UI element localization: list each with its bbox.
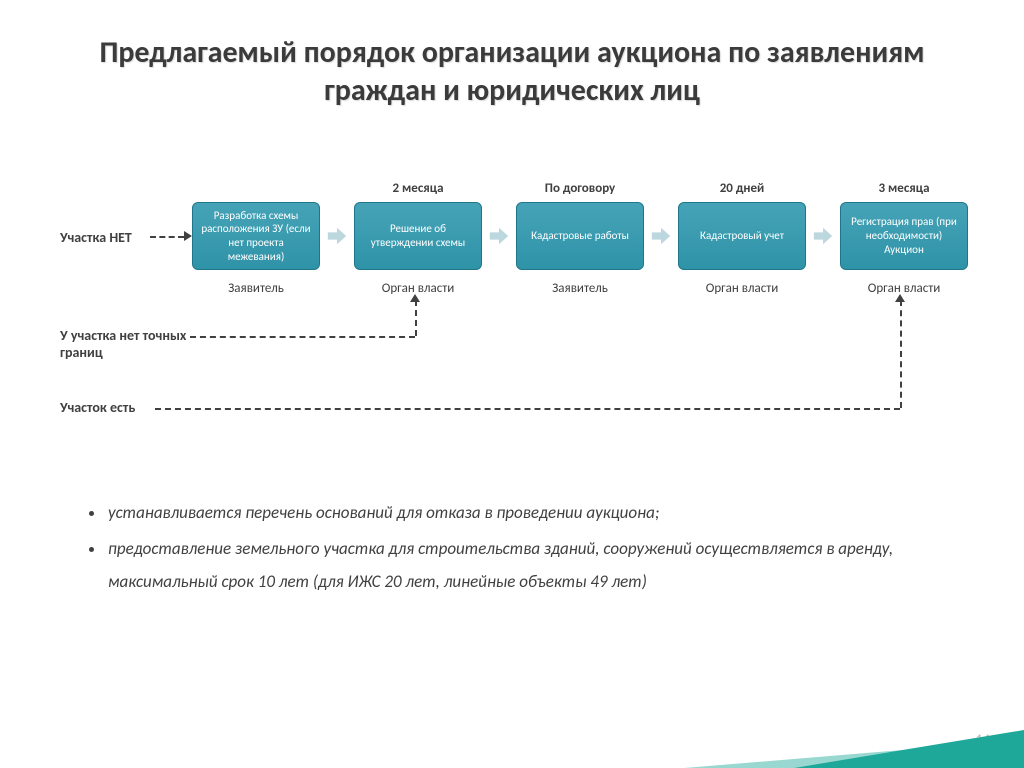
row-label-no-plot: Участка НЕТ bbox=[60, 230, 132, 247]
step-box: Кадастровый учет bbox=[678, 202, 806, 270]
arrowhead-icon bbox=[410, 294, 420, 302]
step-duration: По договору bbox=[545, 181, 615, 196]
step-duration: 3 месяца bbox=[879, 181, 930, 196]
row-label-has-plot: Участок есть bbox=[60, 400, 135, 417]
dash-connector bbox=[900, 300, 902, 408]
flow-bottom-labels: Заявитель Орган власти Заявитель Орган в… bbox=[190, 278, 1000, 298]
arrow-right-icon bbox=[488, 225, 510, 247]
dash-connector bbox=[150, 236, 184, 238]
step-box: Решение об утверждении схемы bbox=[354, 202, 482, 270]
dash-connector bbox=[155, 408, 900, 410]
bullet-item: предоставление земельного участка для ст… bbox=[106, 533, 944, 598]
row-label-no-borders: У участка нет точных границ bbox=[60, 328, 190, 362]
step-actor: Заявитель bbox=[228, 281, 284, 296]
flow-row: Разработка схемы расположения ЗУ (если н… bbox=[190, 200, 1000, 272]
dash-connector bbox=[415, 300, 417, 336]
step-box: Разработка схемы расположения ЗУ (если н… bbox=[192, 202, 320, 270]
dash-connector bbox=[190, 336, 415, 338]
step-actor: Орган власти bbox=[706, 281, 779, 296]
flow-top-labels: 2 месяца По договору 20 дней 3 месяца bbox=[190, 178, 1000, 198]
arrowhead-icon bbox=[184, 231, 192, 241]
bullet-item: устанавливается перечень оснований для о… bbox=[106, 497, 944, 529]
decorative-corner bbox=[794, 730, 1024, 768]
arrow-right-icon bbox=[650, 225, 672, 247]
step-box: Кадастровые работы bbox=[516, 202, 644, 270]
slide: Предлагаемый порядок организации аукцион… bbox=[0, 0, 1024, 768]
step-box: Регистрация прав (при необходимости) Аук… bbox=[840, 202, 968, 270]
step-duration: 20 дней bbox=[720, 181, 765, 196]
step-duration: 2 месяца bbox=[393, 181, 444, 196]
slide-title: Предлагаемый порядок организации аукцион… bbox=[60, 34, 964, 109]
arrow-right-icon bbox=[812, 225, 834, 247]
arrowhead-icon bbox=[895, 294, 905, 302]
bullet-list: устанавливается перечень оснований для о… bbox=[66, 497, 944, 602]
arrow-right-icon bbox=[326, 225, 348, 247]
step-actor: Заявитель bbox=[552, 281, 608, 296]
